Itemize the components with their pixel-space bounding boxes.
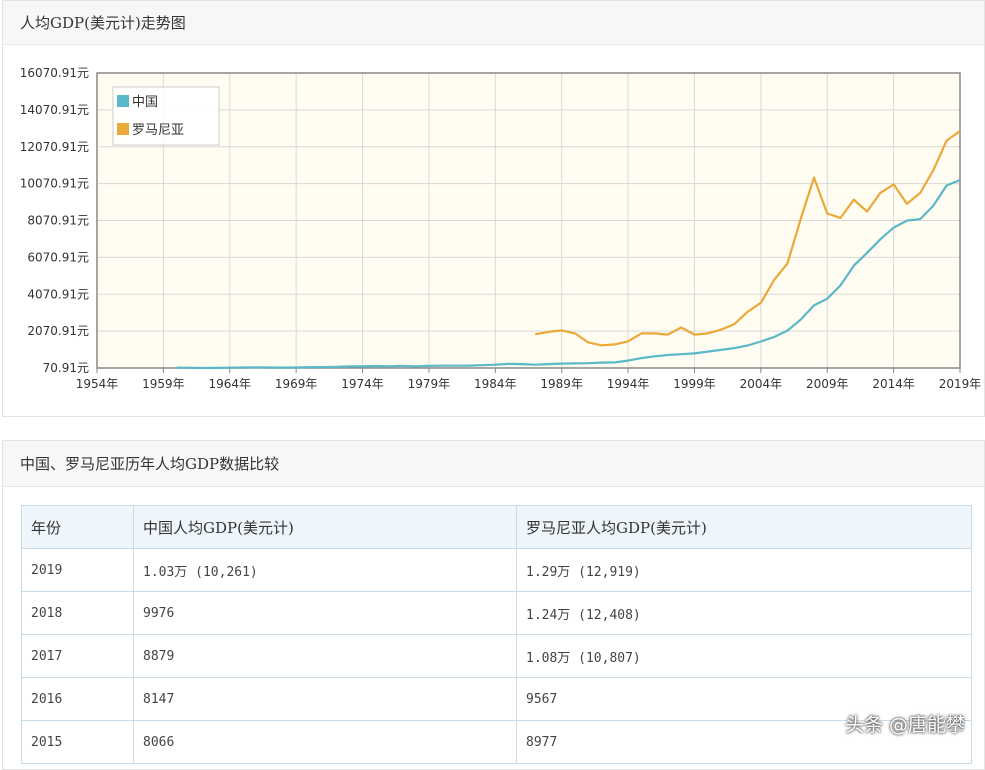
table-row: 2018 9976 1.24万 (12,408) bbox=[21, 591, 972, 635]
x-tick-label: 1974年 bbox=[341, 377, 384, 391]
y-tick-label: 4070.91元 bbox=[27, 287, 89, 301]
cell-year: 2016 bbox=[21, 677, 134, 721]
cell-china: 8147 bbox=[133, 677, 517, 721]
table-row: 2019 1.03万 (10,261) 1.29万 (12,919) bbox=[21, 548, 972, 592]
cell-year: 2019 bbox=[21, 548, 134, 592]
table-panel-title: 中国、罗马尼亚历年人均GDP数据比较 bbox=[3, 441, 984, 487]
x-tick-label: 2014年 bbox=[872, 377, 915, 391]
header-china-gdp: 中国人均GDP(美元计) bbox=[133, 505, 517, 549]
legend-swatch bbox=[117, 95, 129, 107]
legend-box bbox=[112, 86, 220, 146]
table-row: 2015 8066 8977 bbox=[21, 720, 972, 764]
legend-swatch bbox=[117, 123, 129, 135]
chart-panel-title: 人均GDP(美元计)走势图 bbox=[3, 1, 984, 45]
cell-china: 8879 bbox=[133, 634, 517, 678]
table-row: 2016 8147 9567 bbox=[21, 677, 972, 721]
cell-china: 8066 bbox=[133, 720, 517, 764]
x-tick-label: 1969年 bbox=[275, 377, 318, 391]
y-tick-label: 14070.91元 bbox=[20, 103, 89, 117]
y-tick-label: 10070.91元 bbox=[20, 177, 89, 191]
y-tick-label: 16070.91元 bbox=[20, 66, 89, 80]
x-tick-label: 1964年 bbox=[208, 377, 251, 391]
y-tick-label: 12070.91元 bbox=[20, 140, 89, 154]
legend-label: 中国 bbox=[132, 95, 158, 110]
line-chart: 70.91元 2070.91元 4070.91元 6070.91元 8070.91元 10… bbox=[20, 66, 982, 391]
cell-year: 2017 bbox=[21, 634, 134, 678]
x-tick-label: 1994年 bbox=[607, 377, 650, 391]
watermark: 头条 @唐能攀 bbox=[844, 714, 965, 736]
y-tick-label: 70.91元 bbox=[43, 361, 89, 375]
x-tick-label: 1984年 bbox=[474, 377, 517, 391]
cell-china: 9976 bbox=[133, 591, 517, 635]
x-tick-label: 2019年 bbox=[939, 377, 982, 391]
x-tick-label: 1979年 bbox=[408, 377, 451, 391]
table-header-row: 年份 中国人均GDP(美元计) 罗马尼亚人均GDP(美元计) bbox=[21, 505, 972, 549]
legend-label: 罗马尼亚 bbox=[132, 123, 184, 138]
cell-romania: 1.24万 (12,408) bbox=[516, 591, 972, 635]
cell-romania: 1.08万 (10,807) bbox=[516, 634, 972, 678]
cell-year: 2015 bbox=[21, 720, 134, 764]
x-tick-label: 2009年 bbox=[806, 377, 849, 391]
series-line-romania bbox=[534, 130, 961, 347]
y-tick-label: 2070.91元 bbox=[27, 324, 89, 338]
series-line-china bbox=[176, 179, 961, 370]
cell-romania: 1.29万 (12,919) bbox=[516, 548, 972, 592]
y-tick-label: 8070.91元 bbox=[27, 214, 89, 228]
plot-frame bbox=[96, 72, 961, 369]
header-romania-gdp: 罗马尼亚人均GDP(美元计) bbox=[516, 505, 972, 549]
cell-china: 1.03万 (10,261) bbox=[133, 548, 517, 592]
x-tick-label: 1954年 bbox=[76, 377, 119, 391]
cell-year: 2018 bbox=[21, 591, 134, 635]
cell-romania: 9567 bbox=[516, 677, 972, 721]
gdp-comparison-table: 年份 中国人均GDP(美元计) 罗马尼亚人均GDP(美元计) 2019 1.03… bbox=[21, 505, 972, 764]
x-tick-label: 1989年 bbox=[540, 377, 583, 391]
table-row: 2017 8879 1.08万 (10,807) bbox=[21, 634, 972, 678]
x-tick-label: 1959年 bbox=[142, 377, 185, 391]
table-panel: 中国、罗马尼亚历年人均GDP数据比较 年份 中国人均GDP(美元计) 罗马尼亚人… bbox=[2, 440, 985, 770]
x-tick-label: 1999年 bbox=[673, 377, 716, 391]
y-tick-label: 6070.91元 bbox=[27, 250, 89, 264]
x-tick-label: 2004年 bbox=[740, 377, 783, 391]
header-year: 年份 bbox=[21, 505, 134, 549]
